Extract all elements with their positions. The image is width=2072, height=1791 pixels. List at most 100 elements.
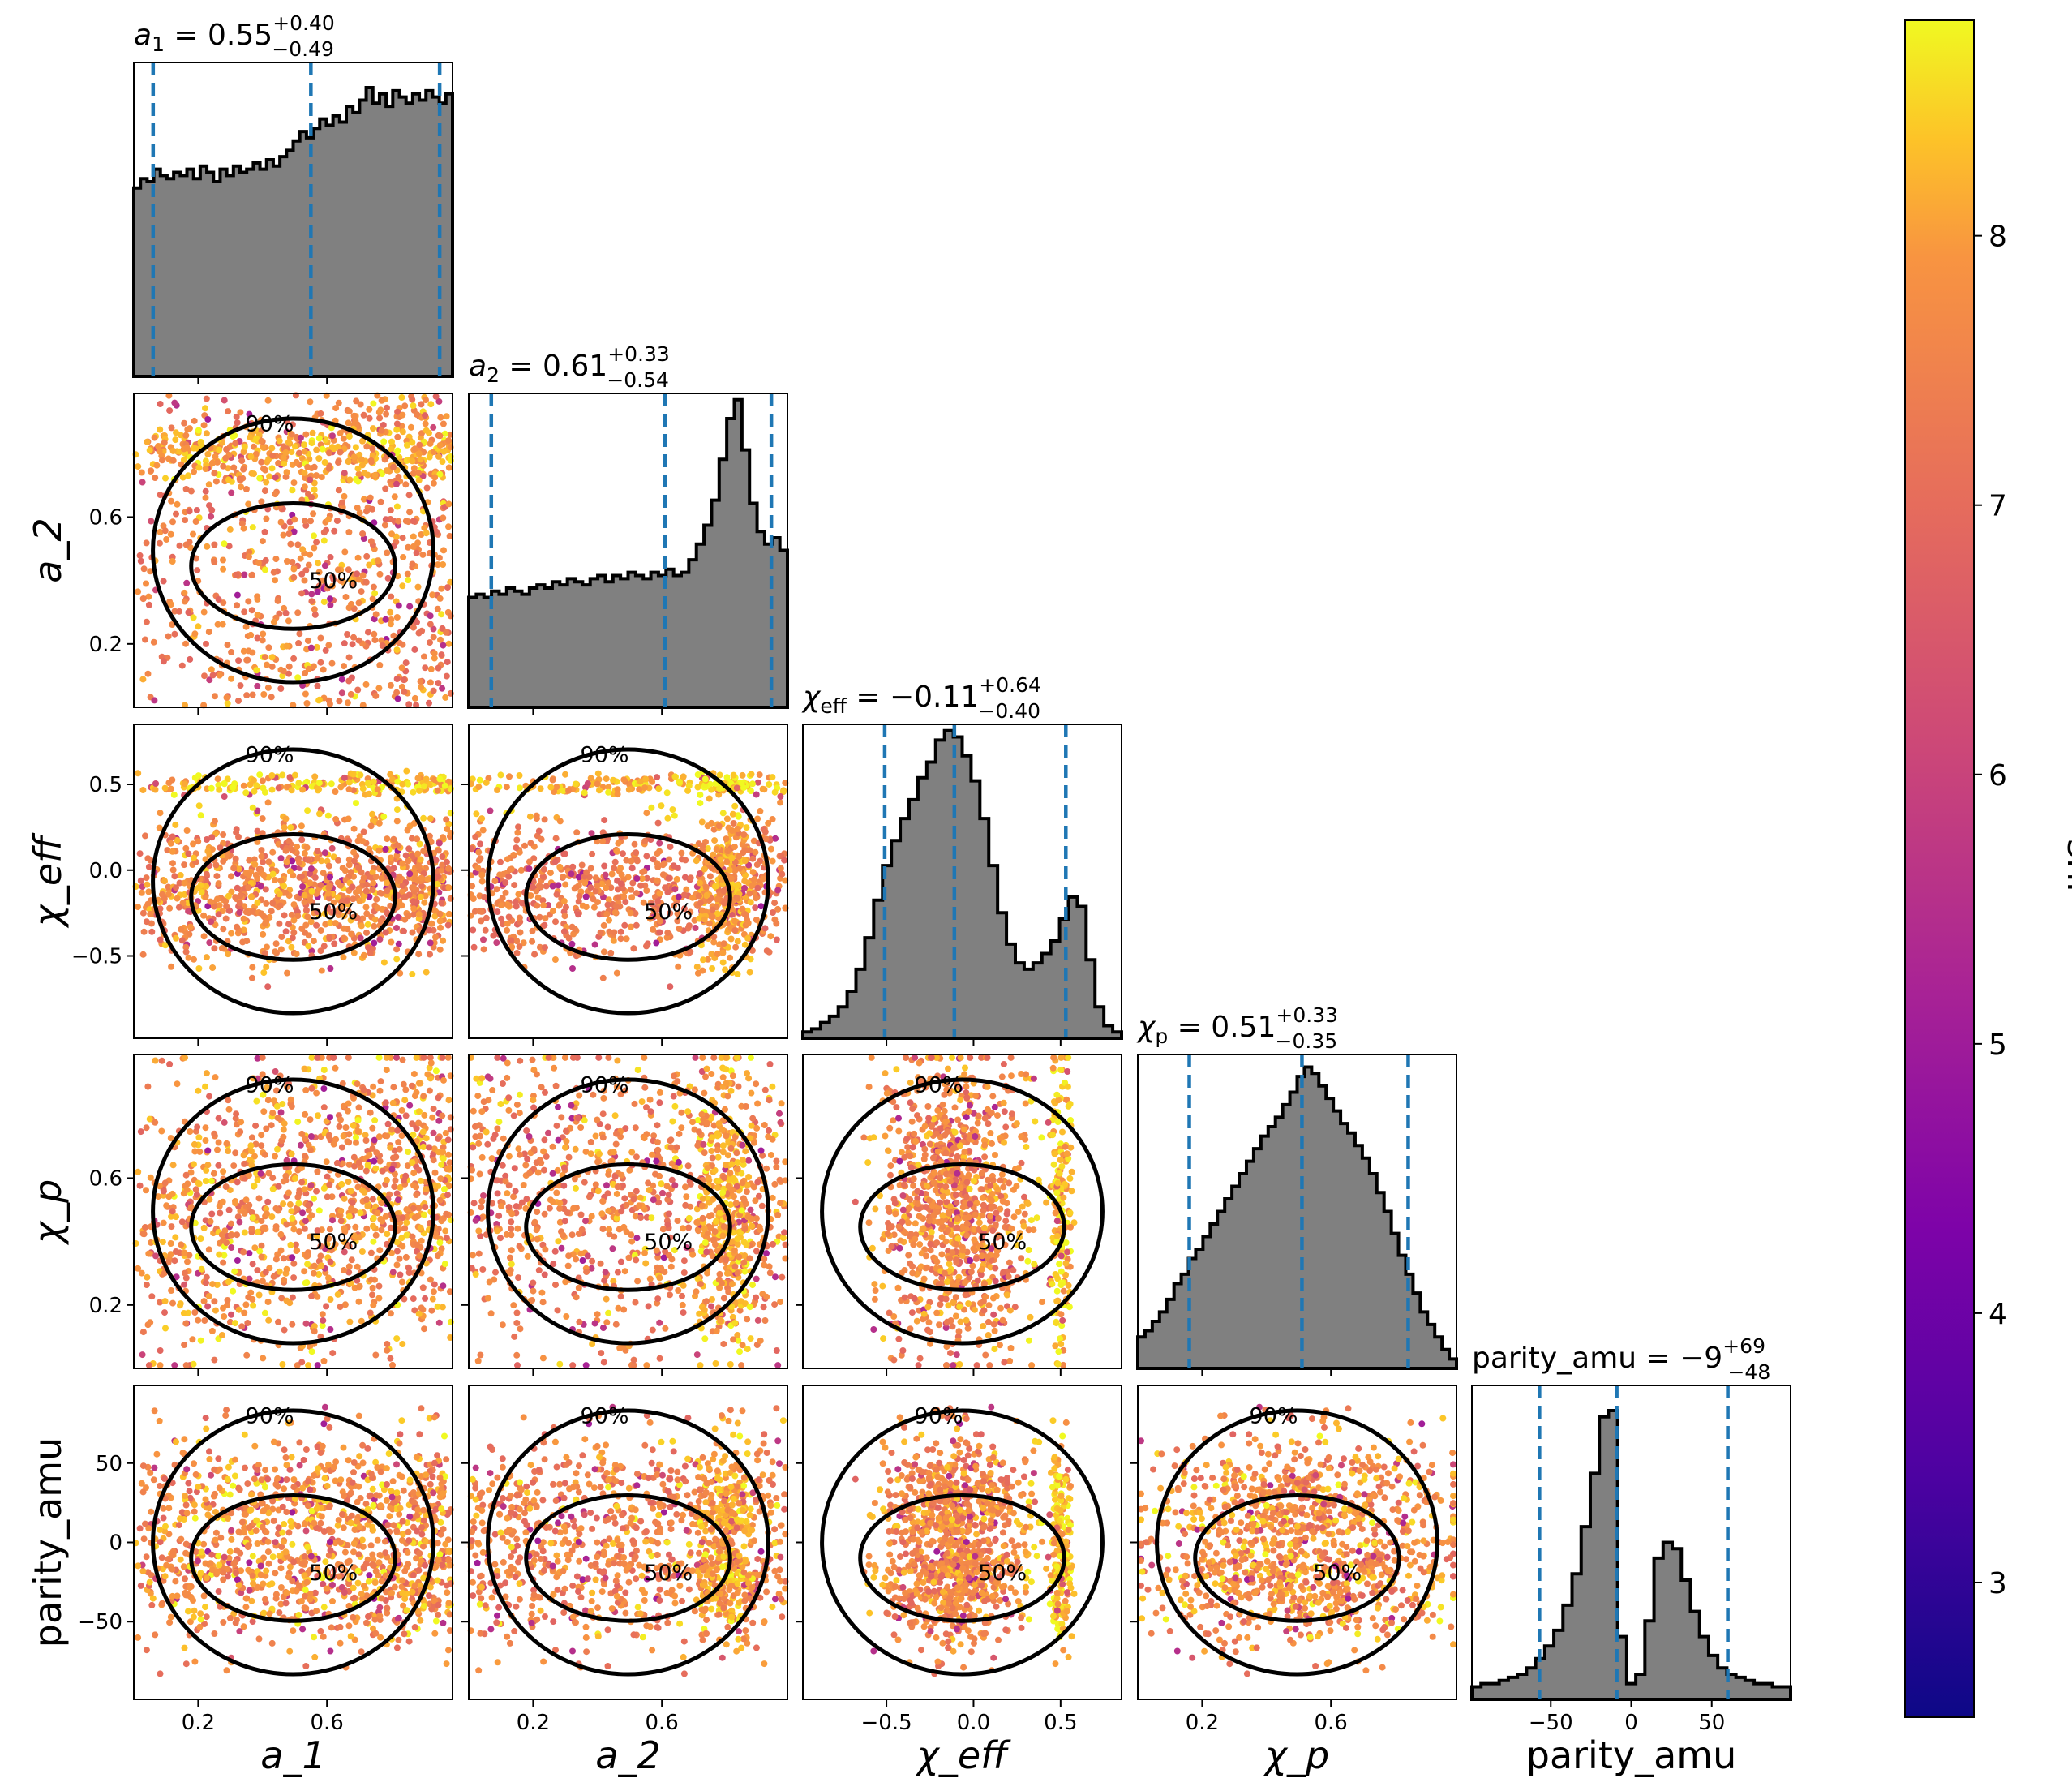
scatter-point [421,1211,427,1218]
scatter-point [264,943,270,951]
scatter-point [174,895,181,902]
scatter-point [529,938,536,945]
y-tick-label: 0.6 [89,1166,122,1191]
scatter-point [339,1160,346,1167]
scatter-point [171,1362,178,1369]
scatter-point [410,1170,418,1177]
scatter-point [418,684,425,691]
scatter-point [434,1252,441,1260]
scatter-point [411,1093,418,1100]
scatter-point [398,1278,405,1286]
scatter-point [139,1231,147,1237]
scatter-point [228,930,235,937]
scatter-point [241,443,248,450]
scatter-point [248,1226,255,1232]
contour-label-50: 50% [309,1230,358,1255]
scatter-point [584,780,591,787]
scatter-point [423,1186,430,1192]
scatter-point [653,939,660,947]
scatter-point [384,1231,391,1238]
scatter-point [175,608,182,615]
scatter-point [214,775,221,783]
scatter-point [145,601,152,608]
scatter-point [260,1355,267,1362]
scatter-point [444,659,451,666]
scatter-point [358,1248,366,1255]
scatter-point [305,561,312,569]
scatter-point [561,913,568,920]
scatter-point [262,1269,269,1276]
scatter-point [730,820,737,827]
scatter-point [372,1351,380,1359]
scatter-point [337,1218,345,1225]
scatter-point [288,911,295,918]
scatter-point [234,884,241,891]
scatter-point [472,833,479,840]
scatter-point [404,570,411,578]
scatter-point [246,548,253,556]
scatter-point [265,644,272,651]
scatter-point [393,925,400,931]
scatter-point [178,662,186,669]
scatter-point [280,1200,287,1208]
scatter-point [195,1087,202,1094]
scatter-point [402,659,410,667]
scatter-point [167,840,174,847]
scatter-point [288,787,295,794]
scatter-point [540,865,547,873]
scatter-point [605,788,612,796]
scatter-point [393,1054,400,1061]
scatter-point [372,692,380,699]
scatter-point [289,1254,296,1261]
scatter-point [240,915,247,922]
scatter-point [421,1325,427,1333]
scatter-point [313,1089,320,1097]
scatter-point [305,1201,311,1209]
scatter-point [157,1362,164,1369]
scatter-point [228,1220,234,1227]
scatter-point [307,1133,315,1140]
scatter-point [304,637,311,644]
scatter-point [445,523,452,530]
scatter-point [376,570,384,578]
scatter-point [643,943,650,950]
scatter-point [301,1065,308,1072]
scatter-point [143,1282,150,1288]
scatter-point [215,1115,222,1122]
scatter-point [387,854,394,861]
scatter-point [384,1346,391,1354]
scatter-point [280,454,287,462]
scatter-point [336,698,343,705]
scatter-point [320,1104,328,1111]
scatter-point [697,879,703,887]
scatter-point [746,969,753,976]
scatter-point [391,493,398,500]
scatter-point [776,1110,783,1117]
scatter-point [417,678,424,685]
scatter-point [195,838,202,845]
scatter-point [139,595,147,603]
scatter-point [620,776,628,784]
scatter-point [637,882,645,889]
scatter-point [137,557,144,565]
scatter-point [255,1195,263,1202]
scatter-point [320,1357,328,1364]
scatter-point [260,858,267,865]
scatter-point [311,463,318,470]
scatter-point [422,420,429,427]
scatter-point [440,1076,447,1084]
scatter-point [259,538,266,545]
scatter-point [265,1316,272,1324]
scatter-point [285,617,292,625]
scatter-point [394,913,401,921]
scatter-point [487,807,494,814]
scatter-point [713,846,720,853]
scatter-point [178,926,185,933]
scatter-point [384,1120,392,1127]
scatter-point [436,442,444,449]
scatter-point [161,439,168,446]
scatter-point [324,1193,331,1200]
scatter-point [445,1165,453,1172]
scatter-point [771,916,779,923]
scatter-point [655,785,663,792]
